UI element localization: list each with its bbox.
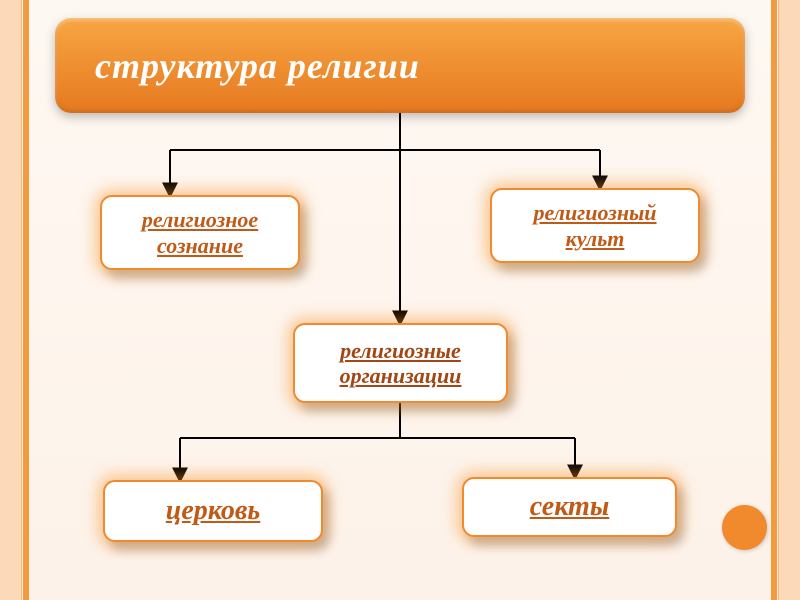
diagram-title-text: структура религии [95, 45, 420, 87]
node-church: церковь [103, 480, 323, 542]
node-label: церковь [166, 495, 260, 527]
node-religious-consciousness: религиозноесознание [100, 195, 300, 270]
node-religious-cult: религиозныйкульт [490, 188, 700, 263]
slide-border-right [778, 0, 800, 600]
node-label: религиозноесознание [142, 207, 258, 258]
node-label: религиозныйкульт [533, 200, 656, 251]
node-religious-organizations: религиозныеорганизации [293, 323, 508, 403]
node-label: секты [530, 491, 610, 523]
decor-circle-icon [722, 505, 767, 550]
node-label: религиозныеорганизации [340, 338, 462, 389]
slide-border-left [0, 0, 22, 600]
diagram-title: структура религии [55, 18, 745, 113]
node-sects: секты [462, 477, 677, 537]
